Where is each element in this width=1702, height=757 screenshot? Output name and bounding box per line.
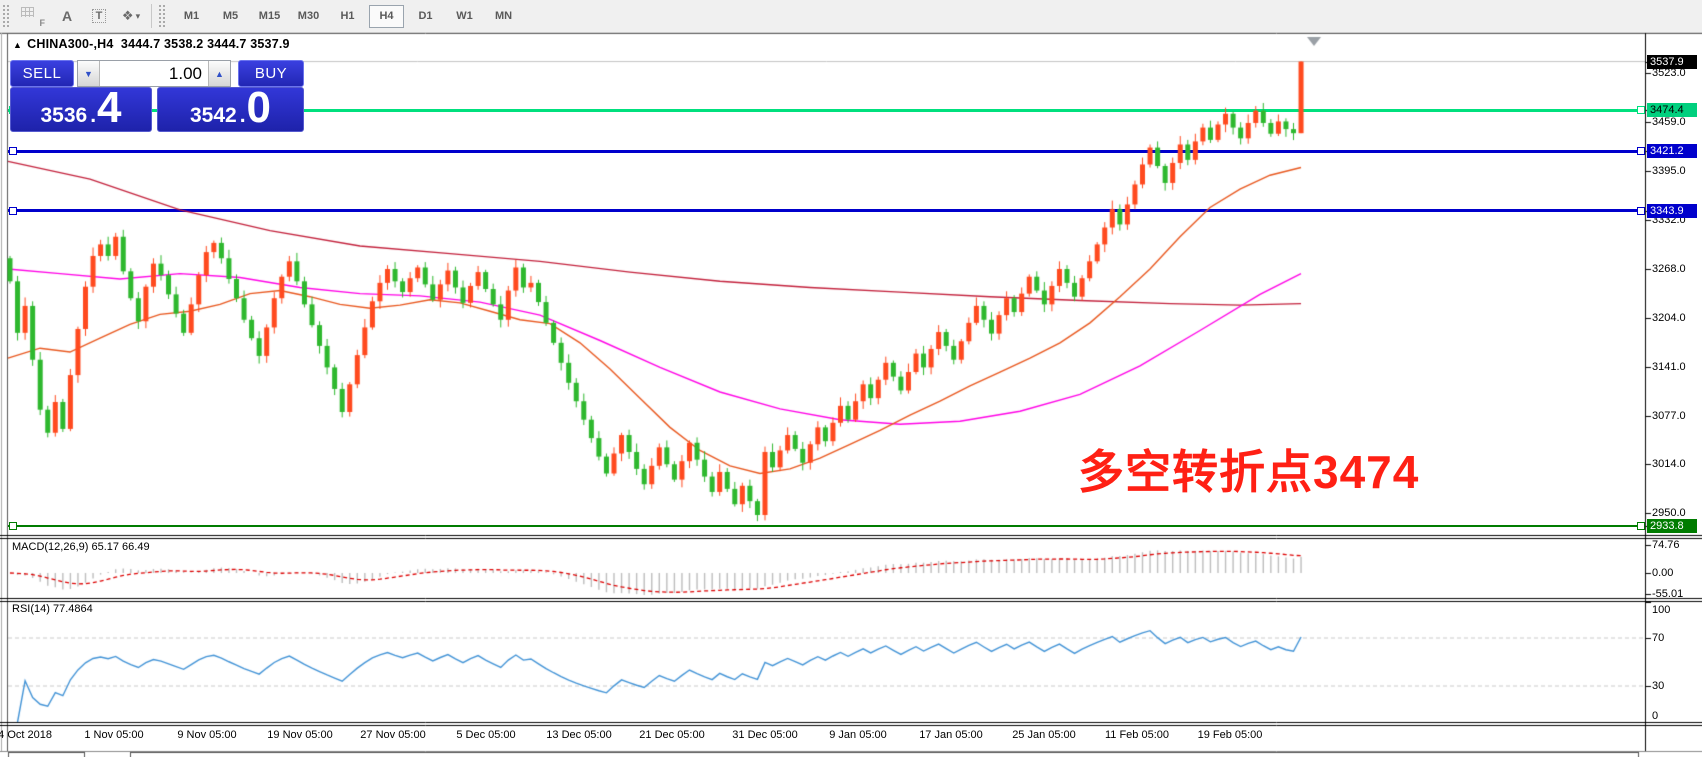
price-tick-label: 3459.0 [1652,116,1686,129]
one-click-trade-panel: SELL ▼ ▲ BUY 3536.4 3542.0 [10,59,304,132]
sell-button[interactable]: SELL [10,60,74,87]
time-tick-label: 24 Oct 2018 [0,729,52,741]
time-tick-label: 31 Dec 05:00 [732,729,798,741]
ask-pip-digit: 0 [246,83,272,132]
ohlc-values: 3444.7 3538.2 3444.7 3537.9 [120,37,290,51]
macd-axis-label: -55.01 [1652,587,1684,600]
time-tick-label: 5 Dec 05:00 [456,729,516,741]
volume-stepper: ▼ ▲ [77,60,231,87]
time-tick-label: 19 Nov 05:00 [267,729,333,741]
ask-price[interactable]: 3542. 0 [157,83,304,132]
rsi-label: RSI(14) 77.4864 [12,603,93,615]
time-tick-label: 27 Nov 05:00 [360,729,426,741]
price-tick-label: 3141.0 [1652,360,1686,373]
price-tick-label: 3523.0 [1652,67,1686,79]
rsi-axis-label: 0 [1652,710,1659,722]
volume-decrease-button[interactable]: ▼ [78,61,100,86]
price-badge: 3343.9 [1647,203,1697,218]
macd-axis-label: 74.76 [1652,539,1680,551]
buy-button[interactable]: BUY [238,60,304,87]
volume-increase-button[interactable]: ▲ [208,61,230,86]
price-tick-label: 3077.0 [1652,409,1686,422]
time-tick-label: 9 Jan 05:00 [829,729,887,741]
symbol-period: CHINA300-,H4 [27,37,114,51]
price-tick-label: 3014.0 [1652,458,1686,471]
bid-pip-digit: 4 [97,83,122,132]
price-tick-label: 2950.0 [1652,507,1686,520]
bid-main-digits: 3536 [40,104,88,127]
price-tick-label: 3204.0 [1652,312,1686,325]
price-tick-label: 3395.0 [1652,165,1686,178]
rsi-axis-label: 30 [1652,680,1665,692]
time-tick-label: 13 Dec 05:00 [546,729,612,741]
price-badge: 3537.9 [1647,54,1697,69]
price-badge: 3474.4 [1647,103,1697,118]
collapse-triangle-icon[interactable]: ▲ [13,40,23,50]
ask-main-digits: 3542 [189,104,237,127]
rsi-axis-label: 70 [1652,632,1665,644]
time-tick-label: 17 Jan 05:00 [919,729,983,741]
time-tick-label: 19 Feb 05:00 [1197,729,1263,741]
macd-label: MACD(12,26,9) 65.17 66.49 [12,541,150,553]
chart-title: ▲ CHINA300-,H4 3444.7 3538.2 3444.7 3537.… [13,37,290,51]
price-tick-label: 3268.0 [1652,263,1686,276]
time-tick-label: 25 Jan 05:00 [1012,729,1076,741]
time-tick-label: 11 Feb 05:00 [1104,729,1170,741]
time-tick-label: 1 Nov 05:00 [84,729,144,741]
price-badge: 3421.2 [1647,144,1697,159]
macd-axis-label: 0.00 [1652,567,1674,579]
time-tick-label: 21 Dec 05:00 [639,729,705,741]
bid-price[interactable]: 3536. 4 [10,83,152,132]
time-tick-label: 9 Nov 05:00 [177,729,237,741]
volume-input[interactable] [100,61,208,86]
rsi-axis-label: 100 [1652,604,1671,616]
annotation-text: 多空转折点3474 [1078,446,1420,498]
price-badge: 2933.8 [1647,518,1697,533]
